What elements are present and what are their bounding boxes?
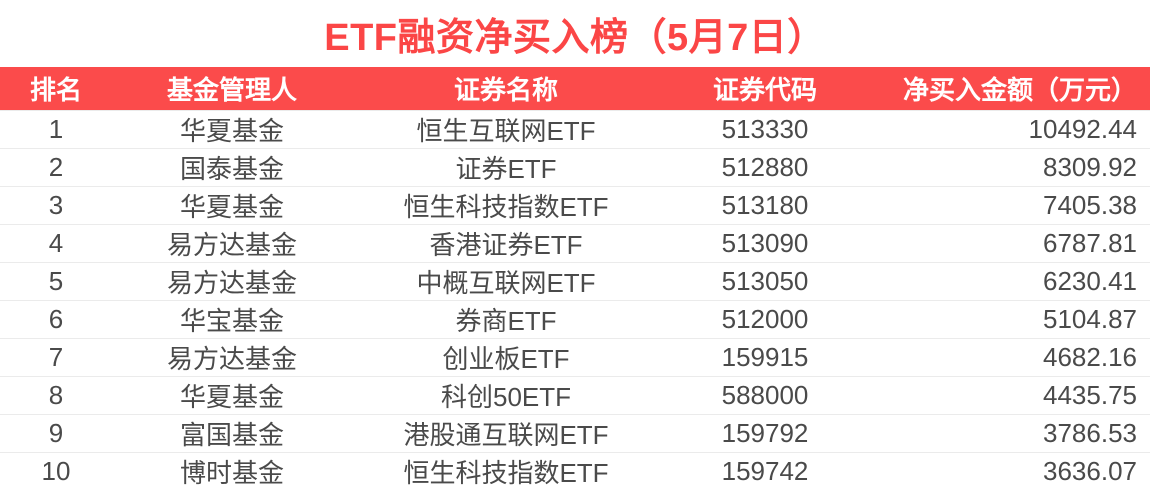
amount-cell: 6230.41 (870, 262, 1150, 300)
code-cell: 513180 (660, 186, 870, 224)
manager-cell: 易方达基金 (112, 338, 352, 376)
name-cell: 证券ETF (352, 148, 660, 186)
rank-cell: 2 (0, 148, 112, 186)
manager-cell: 博时基金 (112, 452, 352, 490)
amount-cell: 7405.38 (870, 186, 1150, 224)
manager-cell: 国泰基金 (112, 148, 352, 186)
manager-cell: 华夏基金 (112, 376, 352, 414)
header-name: 证券名称 (352, 67, 660, 110)
header-amount: 净买入金额（万元） (870, 67, 1150, 110)
rank-cell: 7 (0, 338, 112, 376)
amount-cell: 4435.75 (870, 376, 1150, 414)
table-body: 1 华夏基金 恒生互联网ETF 513330 10492.44 2 国泰基金 证… (0, 110, 1150, 490)
rank-cell: 10 (0, 452, 112, 490)
table-row: 1 华夏基金 恒生互联网ETF 513330 10492.44 (0, 110, 1150, 148)
rank-cell: 9 (0, 414, 112, 452)
table-row: 2 国泰基金 证券ETF 512880 8309.92 (0, 148, 1150, 186)
code-cell: 159915 (660, 338, 870, 376)
rank-cell: 5 (0, 262, 112, 300)
header-manager: 基金管理人 (112, 67, 352, 110)
code-cell: 512000 (660, 300, 870, 338)
code-cell: 588000 (660, 376, 870, 414)
amount-cell: 3636.07 (870, 452, 1150, 490)
table-row: 5 易方达基金 中概互联网ETF 513050 6230.41 (0, 262, 1150, 300)
page-title: ETF融资净买入榜（5月7日） (324, 17, 826, 59)
table-row: 10 博时基金 恒生科技指数ETF 159742 3636.07 (0, 452, 1150, 490)
table-row: 8 华夏基金 科创50ETF 588000 4435.75 (0, 376, 1150, 414)
name-cell: 创业板ETF (352, 338, 660, 376)
code-cell: 512880 (660, 148, 870, 186)
name-cell: 恒生互联网ETF (352, 110, 660, 148)
title-bar: ETF融资净买入榜（5月7日） (0, 0, 1150, 67)
name-cell: 券商ETF (352, 300, 660, 338)
name-cell: 恒生科技指数ETF (352, 452, 660, 490)
rank-cell: 6 (0, 300, 112, 338)
amount-cell: 5104.87 (870, 300, 1150, 338)
name-cell: 港股通互联网ETF (352, 414, 660, 452)
manager-cell: 华夏基金 (112, 186, 352, 224)
table-row: 9 富国基金 港股通互联网ETF 159792 3786.53 (0, 414, 1150, 452)
header-row: 排名 基金管理人 证券名称 证券代码 净买入金额（万元） (0, 67, 1150, 110)
header-code: 证券代码 (660, 67, 870, 110)
table-row: 6 华宝基金 券商ETF 512000 5104.87 (0, 300, 1150, 338)
amount-cell: 8309.92 (870, 148, 1150, 186)
table-row: 7 易方达基金 创业板ETF 159915 4682.16 (0, 338, 1150, 376)
name-cell: 香港证券ETF (352, 224, 660, 262)
amount-cell: 10492.44 (870, 110, 1150, 148)
code-cell: 159792 (660, 414, 870, 452)
manager-cell: 富国基金 (112, 414, 352, 452)
manager-cell: 易方达基金 (112, 224, 352, 262)
amount-cell: 6787.81 (870, 224, 1150, 262)
code-cell: 513050 (660, 262, 870, 300)
amount-cell: 3786.53 (870, 414, 1150, 452)
rank-cell: 8 (0, 376, 112, 414)
name-cell: 恒生科技指数ETF (352, 186, 660, 224)
header-rank: 排名 (0, 67, 112, 110)
manager-cell: 易方达基金 (112, 262, 352, 300)
code-cell: 513090 (660, 224, 870, 262)
table-row: 4 易方达基金 香港证券ETF 513090 6787.81 (0, 224, 1150, 262)
etf-ranking-table: 排名 基金管理人 证券名称 证券代码 净买入金额（万元） 1 华夏基金 恒生互联… (0, 67, 1150, 490)
name-cell: 科创50ETF (352, 376, 660, 414)
amount-cell: 4682.16 (870, 338, 1150, 376)
table-row: 3 华夏基金 恒生科技指数ETF 513180 7405.38 (0, 186, 1150, 224)
name-cell: 中概互联网ETF (352, 262, 660, 300)
code-cell: 513330 (660, 110, 870, 148)
code-cell: 159742 (660, 452, 870, 490)
table-header: 排名 基金管理人 证券名称 证券代码 净买入金额（万元） (0, 67, 1150, 110)
rank-cell: 1 (0, 110, 112, 148)
manager-cell: 华夏基金 (112, 110, 352, 148)
rank-cell: 4 (0, 224, 112, 262)
rank-cell: 3 (0, 186, 112, 224)
manager-cell: 华宝基金 (112, 300, 352, 338)
